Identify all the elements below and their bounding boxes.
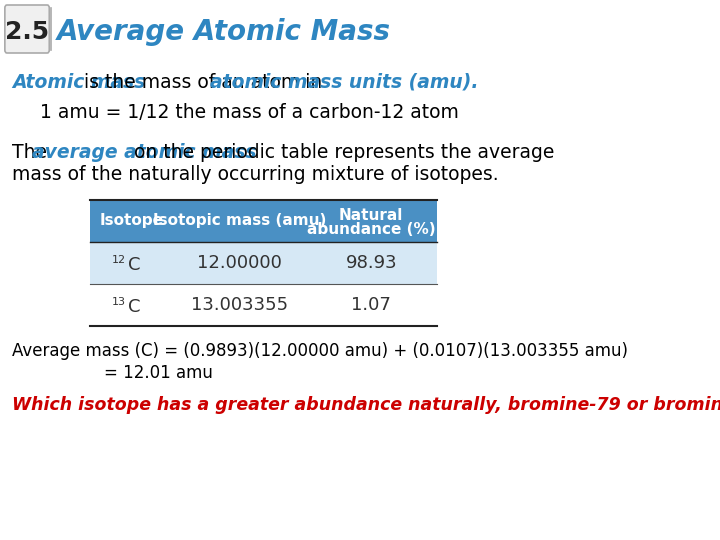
- Text: 12: 12: [112, 255, 126, 265]
- Text: mass of the naturally occurring mixture of isotopes.: mass of the naturally occurring mixture …: [12, 165, 499, 185]
- Text: Atomic mass: Atomic mass: [12, 72, 145, 91]
- Bar: [90, 200, 437, 242]
- Text: = 12.01 amu: = 12.01 amu: [104, 364, 213, 382]
- Text: atomic mass units (amu).: atomic mass units (amu).: [210, 72, 479, 91]
- Text: is the mass of an atom in: is the mass of an atom in: [78, 72, 328, 91]
- Text: C: C: [127, 298, 140, 316]
- Bar: [90, 284, 437, 326]
- Text: The: The: [12, 143, 53, 161]
- Text: 13.003355: 13.003355: [191, 296, 288, 314]
- Text: 1 amu = 1/12 the mass of a carbon-12 atom: 1 amu = 1/12 the mass of a carbon-12 ato…: [40, 103, 459, 122]
- Text: 1.07: 1.07: [351, 296, 391, 314]
- Text: 12.00000: 12.00000: [197, 254, 282, 272]
- Text: 2.5: 2.5: [5, 20, 49, 44]
- Text: Natural: Natural: [339, 207, 403, 222]
- Text: Which isotope has a greater abundance naturally, bromine-79 or bromine-81?: Which isotope has a greater abundance na…: [12, 396, 720, 414]
- Text: Isotopic mass (amu): Isotopic mass (amu): [153, 213, 326, 228]
- Text: Average mass (C) = (0.9893)(12.00000 amu) + (0.0107)(13.003355 amu): Average mass (C) = (0.9893)(12.00000 amu…: [12, 342, 629, 360]
- Text: average atomic mass: average atomic mass: [32, 143, 256, 161]
- FancyBboxPatch shape: [5, 5, 49, 53]
- Text: Average Atomic Mass: Average Atomic Mass: [57, 18, 391, 46]
- Text: 13: 13: [112, 297, 126, 307]
- Text: Isotope: Isotope: [100, 213, 164, 228]
- Bar: [90, 242, 437, 284]
- Text: on the periodic table represents the average: on the periodic table represents the ave…: [127, 143, 554, 161]
- Text: C: C: [127, 256, 140, 274]
- Text: abundance (%): abundance (%): [307, 222, 436, 238]
- Text: 98.93: 98.93: [346, 254, 397, 272]
